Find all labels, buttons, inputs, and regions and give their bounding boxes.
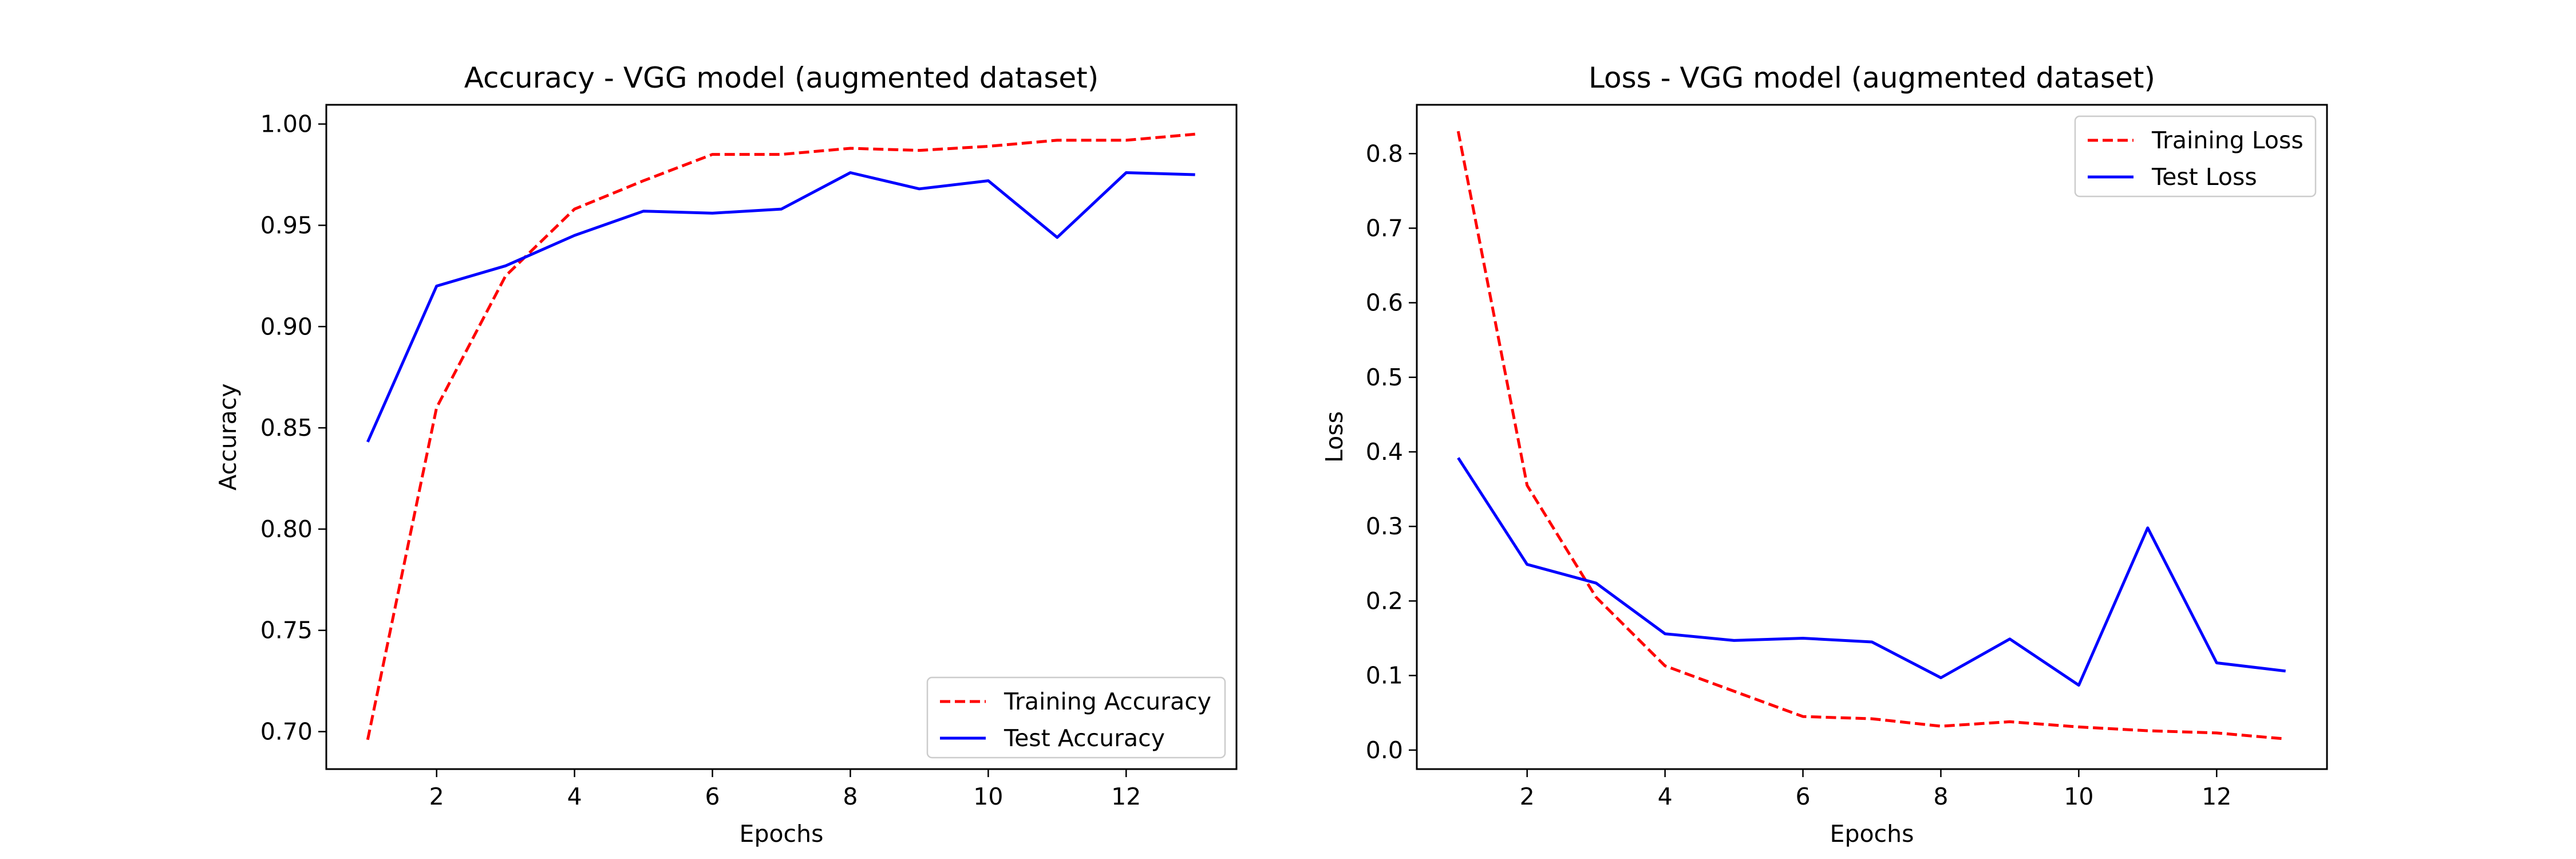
chart-1-legend-box	[926, 676, 1226, 759]
chart-1-legend-label-2: Test Accuracy	[1003, 724, 1165, 752]
chart-2-y-tick-label: 0.1	[1366, 662, 1403, 689]
chart-2-y-tick-label: 0.5	[1366, 364, 1403, 391]
chart-2-y-tick-label: 0.8	[1366, 140, 1403, 167]
chart-2-y-tick-label: 0.7	[1366, 214, 1403, 242]
chart-2-y-tick-label: 0.2	[1366, 587, 1403, 614]
chart-2-x-tick-label: 2	[1520, 783, 1535, 810]
chart-1-y-tick-label: 0.70	[260, 718, 313, 746]
chart-2-y-tick-label: 0.6	[1366, 289, 1403, 317]
chart-2-title: Loss - VGG model (augmented dataset)	[1589, 61, 2155, 94]
chart-1-title: Accuracy - VGG model (augmented dataset)	[464, 61, 1099, 94]
chart-2-y-tick-label: 0.4	[1366, 438, 1403, 466]
chart-1-x-tick-label: 4	[567, 783, 582, 810]
chart-2-legend-label-2: Test Loss	[2151, 163, 2257, 191]
chart-1-x-tick-label: 12	[1111, 783, 1141, 810]
chart-1-legend-label-1: Training Accuracy	[1003, 688, 1211, 715]
chart-2-x-tick-label: 8	[1933, 783, 1948, 810]
chart-1-x-tick-label: 8	[843, 783, 858, 810]
chart-2-y-tick-label: 0.3	[1366, 513, 1403, 540]
chart-1-series-line-1	[366, 132, 1195, 740]
chart-1-y-tick-label: 0.85	[260, 414, 313, 442]
chart-1-x-tick-label: 10	[973, 783, 1003, 810]
chart-1-y-tick-label: 0.75	[260, 617, 313, 644]
chart-1-x-tick-label: 6	[705, 783, 720, 810]
chart-2-x-tick-label: 4	[1658, 783, 1673, 810]
chart-1-axes-frame	[325, 104, 1238, 770]
chart-1-y-tick-label: 0.80	[260, 515, 313, 543]
chart-2-legend: Training Loss Test Loss	[2074, 115, 2317, 198]
chart-2-x-axis-label: Epochs	[1830, 820, 1914, 848]
chart-1-x-tick-label: 2	[429, 783, 444, 810]
chart-1-y-tick-label: 1.00	[260, 111, 313, 138]
chart-2-y-tick-label: 0.0	[1366, 736, 1403, 764]
chart-1-y-tick-label: 0.90	[260, 313, 313, 340]
chart-2: 2 4 6 8 10 12 0.0 0.1 0.2 0.3 0.4 0.5 0.6 0.7 0.8 Loss …	[1321, 61, 2328, 848]
chart-1-y-tick-label: 0.95	[260, 211, 313, 239]
chart-1-series-line-2	[366, 171, 1195, 443]
chart-1-legend: Training Accuracy Test Accuracy	[926, 676, 1226, 759]
chart-2-y-axis-label: Loss	[1321, 411, 1348, 463]
chart-2-x-tick-label: 12	[2202, 783, 2231, 810]
chart-1-x-axis-label: Epochs	[740, 820, 824, 848]
chart-1: 2 4 6 8 10 12 0.70 0.75 0.80 0.85 0.90 0.95 1.00 Accu…	[214, 61, 1238, 848]
chart-2-series-line-2	[1457, 457, 2286, 687]
chart-2-axes-frame	[1416, 104, 2328, 770]
chart-2-x-tick-label: 10	[2064, 783, 2093, 810]
chart-2-legend-label-1: Training Loss	[2151, 127, 2304, 154]
chart-1-y-axis-label: Accuracy	[214, 383, 242, 490]
chart-2-series-line-1	[1456, 131, 2286, 740]
chart-2-x-tick-label: 6	[1795, 783, 1810, 810]
chart-2-legend-box	[2074, 115, 2317, 198]
